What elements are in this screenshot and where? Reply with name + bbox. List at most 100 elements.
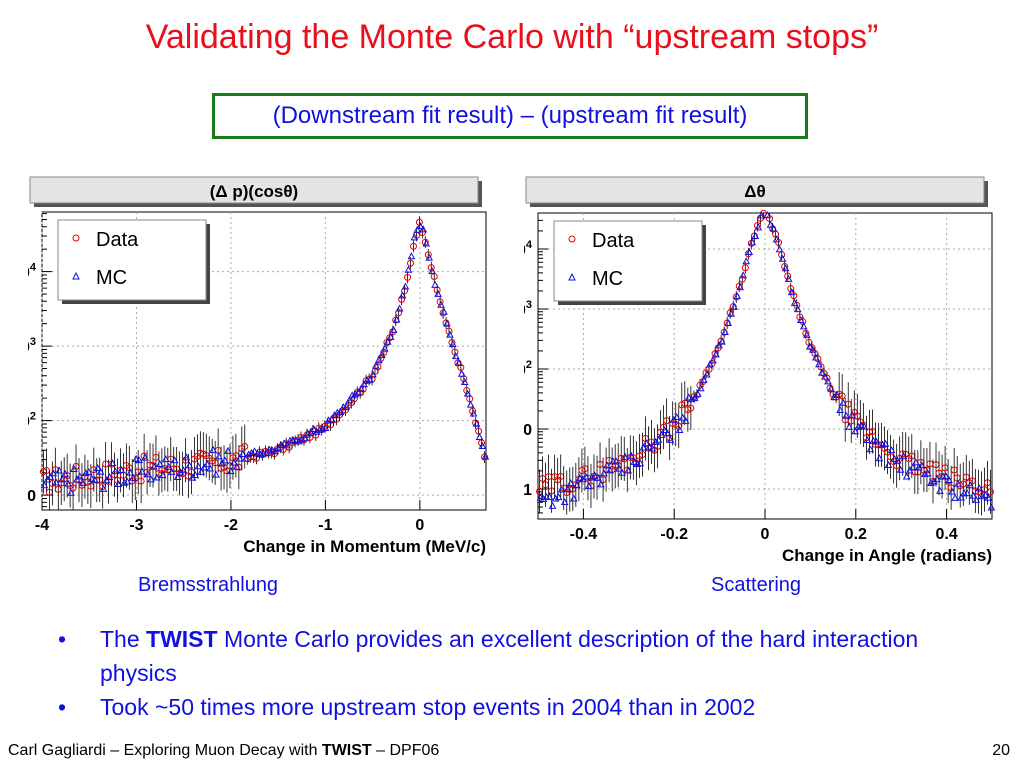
mc-point [460, 377, 469, 386]
data-point [409, 242, 417, 250]
mc-point [830, 393, 838, 401]
mc-point [105, 473, 114, 481]
mc-point [366, 375, 374, 383]
mc-point [114, 479, 123, 488]
mc-point [569, 494, 578, 502]
mc-point [881, 439, 890, 447]
mc-point [827, 384, 835, 392]
mc-point [176, 468, 185, 476]
mc-point [478, 441, 487, 449]
mc-point [413, 225, 422, 233]
mc-point [194, 462, 203, 470]
mc-point [606, 466, 614, 474]
mc-point [772, 235, 781, 243]
mc-point [863, 435, 872, 444]
mc-point [942, 472, 950, 480]
mc-point [948, 487, 956, 495]
mc-point [957, 493, 965, 501]
mc-point [757, 211, 766, 219]
mc-point [751, 231, 760, 240]
mc-point [99, 484, 108, 492]
mc-point [842, 411, 850, 419]
mc-point [984, 493, 993, 501]
mc-point [123, 477, 132, 485]
mc-point [443, 319, 451, 327]
mc-point [135, 456, 143, 464]
mc-point [96, 467, 105, 475]
mc-point [158, 471, 167, 479]
y-tick-label: 10 [28, 488, 36, 505]
mc-point [790, 298, 799, 306]
mc-point [975, 484, 984, 492]
chart-angle: Δθ -0.4 -0.2 0 0.2 0.4 1 10 102 103 104 Data MC Chang… [524, 176, 996, 565]
mc-point [93, 464, 102, 472]
mc-point [972, 495, 981, 503]
mc-point [890, 454, 899, 462]
footer-credit: Carl Gagliardi – Exploring Muon Decay wi… [8, 742, 439, 760]
mc-point [298, 435, 306, 443]
mc-point [639, 443, 648, 451]
mc-point [224, 446, 232, 454]
mc-point [923, 469, 932, 477]
mc-point [64, 479, 72, 487]
caption-scattering: Scattering [711, 574, 802, 596]
mc-point [648, 444, 657, 452]
mc-point [615, 464, 623, 472]
mc-point [185, 461, 194, 469]
mc-point [348, 391, 357, 399]
mc-point [369, 370, 377, 378]
mc-point [90, 475, 99, 483]
data-point [407, 259, 415, 267]
mc-point [170, 456, 179, 464]
mc-point [126, 468, 135, 476]
x-tick-label: -2 [224, 517, 238, 534]
mc-point [277, 441, 286, 449]
slide-title: Validating the Monte Carlo with “upstrea… [145, 18, 879, 56]
series-mc [40, 222, 490, 496]
mc-point [342, 402, 351, 410]
mc-point [684, 393, 693, 401]
mc-point [428, 267, 436, 275]
mc-point [721, 327, 729, 336]
mc-point [301, 434, 309, 442]
y-tick-label: 103 [28, 336, 36, 356]
mc-point [440, 307, 448, 315]
mc-point [908, 463, 917, 471]
mc-point [966, 481, 975, 489]
mc-point [179, 466, 188, 474]
mc-point [324, 416, 333, 424]
mc-point [911, 458, 920, 466]
mc-point [238, 449, 247, 457]
data-point [469, 407, 477, 415]
mc-point [475, 433, 484, 441]
mc-point [575, 473, 584, 481]
mc-point [712, 350, 720, 358]
data-point [374, 363, 382, 371]
data-point [421, 238, 429, 246]
mc-point [434, 289, 442, 297]
bullet-item: • Took ~50 times more upstream stop even… [58, 690, 958, 724]
mc-point [372, 361, 380, 369]
mc-point [560, 497, 569, 505]
mc-point [295, 437, 303, 445]
data-point [401, 287, 409, 295]
mc-point [351, 390, 360, 398]
mc-point [235, 454, 244, 462]
mc-point [597, 480, 605, 488]
x-tick-label: 0 [761, 526, 770, 543]
data-point [475, 427, 483, 435]
legend-label: Data [96, 229, 139, 251]
mc-point [963, 489, 972, 497]
mc-point [603, 461, 611, 469]
mc-point [147, 475, 155, 483]
mc-point [401, 282, 410, 290]
mc-point [392, 315, 401, 323]
legend-box [553, 220, 703, 302]
mc-point [138, 467, 146, 475]
mc-point [657, 430, 666, 438]
x-tick-label: -1 [318, 517, 332, 534]
mc-point [745, 247, 754, 255]
legend-marker-data [568, 235, 576, 243]
mc-point [551, 494, 560, 502]
bullet-text-pre: The [100, 626, 147, 652]
